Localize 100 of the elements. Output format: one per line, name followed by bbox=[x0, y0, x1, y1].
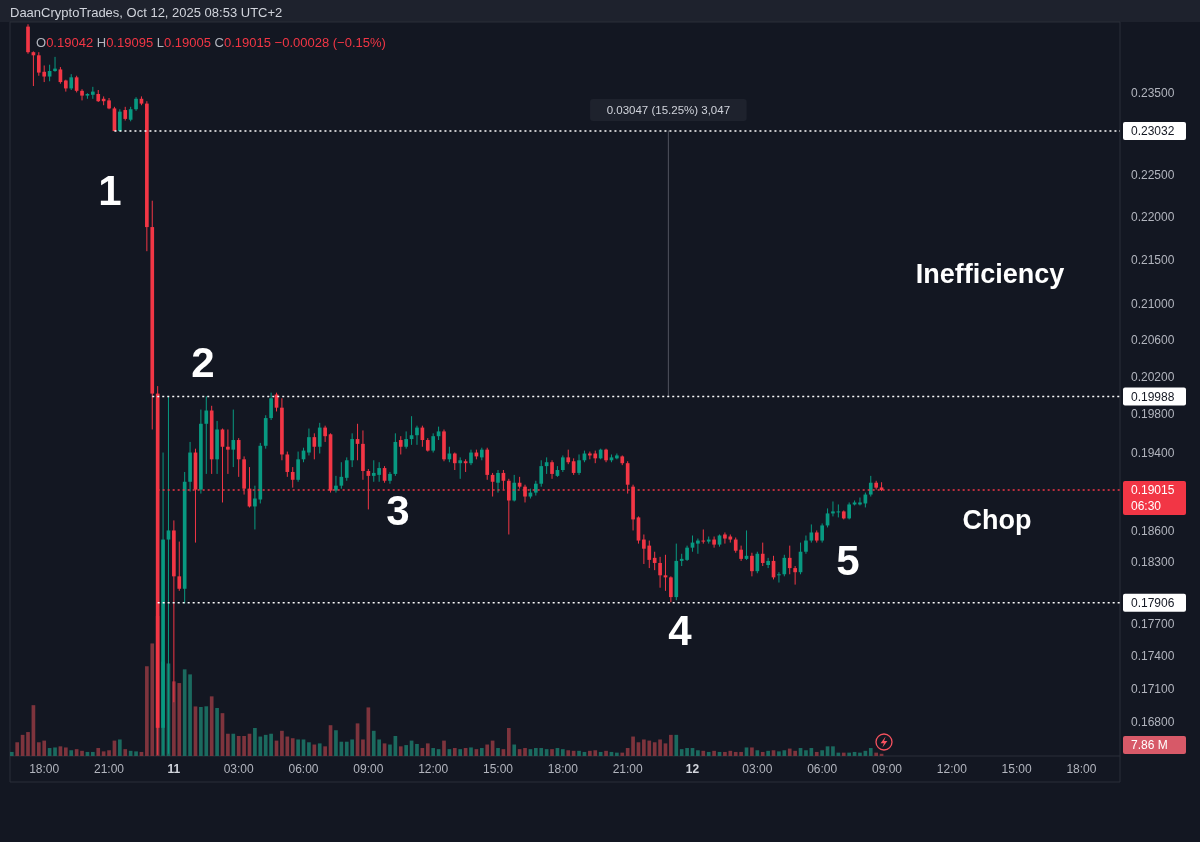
bar bbox=[874, 752, 879, 756]
bar bbox=[63, 747, 68, 756]
annotation: 0.03047 (15.25%) 3,047 bbox=[606, 103, 731, 116]
text: DaanCryptoTrades, Oct 12, 2025 08:53 UTC+2 bbox=[10, 4, 283, 20]
y-tick-label: 0.19400 bbox=[1131, 445, 1175, 460]
candlestick bbox=[226, 429, 230, 475]
bar bbox=[858, 752, 862, 756]
candlestick bbox=[550, 459, 554, 480]
bar bbox=[323, 746, 327, 756]
y-tick-label: 0.20200 bbox=[1131, 369, 1175, 384]
candlestick bbox=[236, 437, 241, 478]
x-tick-label: 06:00 bbox=[288, 762, 319, 776]
ref-line-label: 0.23032 bbox=[1131, 123, 1175, 138]
annotation: Inefficiency bbox=[915, 259, 1065, 289]
x-tick-label: 06:00 bbox=[807, 762, 838, 776]
ref-line-label: 0.19988 bbox=[1131, 389, 1175, 404]
bar bbox=[604, 750, 608, 756]
candlestick bbox=[712, 536, 716, 549]
bar bbox=[701, 750, 706, 756]
bar bbox=[669, 734, 673, 756]
bar bbox=[123, 749, 128, 756]
candlestick bbox=[858, 497, 862, 506]
ref-line-label: 0.19015 06:30 bbox=[1131, 483, 1175, 514]
annotation: 2 bbox=[191, 338, 215, 386]
candlestick bbox=[231, 409, 236, 468]
bar bbox=[404, 745, 409, 756]
bar bbox=[750, 747, 754, 756]
bar bbox=[290, 738, 295, 756]
y-tick-label: 0.19800 bbox=[1131, 407, 1175, 422]
bar bbox=[804, 750, 808, 756]
candlestick bbox=[323, 425, 327, 443]
candlestick bbox=[777, 571, 781, 584]
bar bbox=[847, 752, 851, 756]
bar bbox=[696, 750, 700, 756]
annotation: 4 bbox=[668, 606, 693, 654]
bar bbox=[80, 750, 84, 756]
candlestick bbox=[296, 451, 300, 483]
candlestick bbox=[344, 456, 349, 482]
candlestick bbox=[831, 500, 835, 517]
bar bbox=[485, 744, 490, 756]
bar bbox=[469, 747, 473, 756]
bar bbox=[577, 750, 581, 756]
bar bbox=[496, 748, 500, 756]
candlestick bbox=[307, 428, 311, 456]
candlestick bbox=[496, 469, 500, 494]
bar bbox=[312, 744, 317, 756]
candlestick bbox=[285, 451, 290, 478]
candlestick bbox=[539, 459, 544, 488]
bar bbox=[706, 751, 711, 756]
y-tick-label: 0.22000 bbox=[1131, 209, 1175, 224]
x-tick-label: 03:00 bbox=[742, 762, 773, 776]
bar bbox=[307, 742, 311, 756]
bar bbox=[615, 752, 619, 756]
y-tick-label: 0.17100 bbox=[1131, 682, 1175, 697]
bar bbox=[334, 730, 338, 756]
bar bbox=[215, 707, 219, 756]
y-tick-label: 0.18600 bbox=[1131, 524, 1175, 539]
bar bbox=[841, 752, 846, 756]
candlestick bbox=[793, 565, 797, 586]
bar bbox=[69, 750, 74, 756]
bar bbox=[566, 750, 571, 756]
bar bbox=[134, 751, 138, 756]
candlestick bbox=[253, 485, 257, 530]
candlestick bbox=[204, 395, 209, 475]
bar bbox=[506, 728, 511, 756]
bar bbox=[760, 751, 765, 756]
candlestick bbox=[415, 425, 419, 446]
candlestick bbox=[868, 475, 873, 498]
y-tick-label: 0.23500 bbox=[1131, 86, 1175, 101]
bar bbox=[755, 750, 760, 756]
candlestick bbox=[755, 551, 760, 574]
candlestick bbox=[696, 538, 700, 555]
bar bbox=[317, 743, 322, 756]
candlestick bbox=[512, 474, 517, 502]
candlestick bbox=[669, 575, 673, 603]
y-tick-label: 0.17700 bbox=[1131, 617, 1175, 632]
candlestick bbox=[317, 422, 322, 455]
candlestick bbox=[177, 541, 182, 592]
bar bbox=[766, 750, 770, 756]
bar bbox=[425, 743, 430, 756]
bar bbox=[209, 696, 214, 756]
bar bbox=[91, 751, 95, 756]
x-tick-label: 12:00 bbox=[936, 762, 968, 776]
x-tick-label: 21:00 bbox=[612, 762, 644, 776]
bar bbox=[712, 750, 716, 756]
annotation: Chop bbox=[962, 505, 1032, 535]
candlestick bbox=[398, 435, 403, 455]
x-tick-label: 09:00 bbox=[353, 762, 384, 776]
x-tick-label: 15:00 bbox=[1001, 762, 1032, 776]
ref-line-label: 0.17906 bbox=[1131, 595, 1175, 610]
bar bbox=[388, 744, 392, 756]
y-tick-label: 0.16800 bbox=[1131, 715, 1175, 730]
bar bbox=[820, 750, 824, 756]
bar bbox=[53, 747, 57, 756]
bar bbox=[398, 746, 403, 756]
bar bbox=[620, 752, 625, 756]
annotation: 5 bbox=[836, 536, 860, 584]
candlestick bbox=[290, 466, 295, 489]
candlestick bbox=[334, 475, 338, 494]
candlestick bbox=[701, 528, 706, 545]
